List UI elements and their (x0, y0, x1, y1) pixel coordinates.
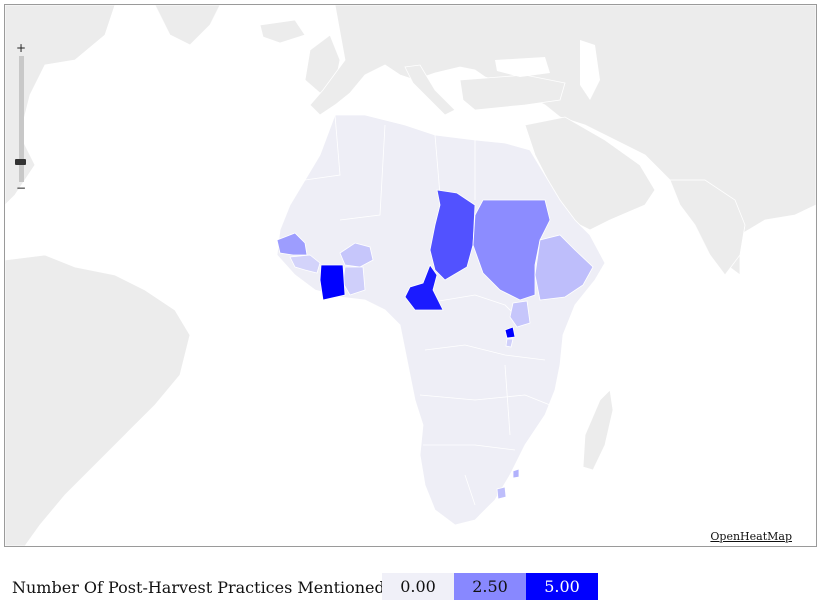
country-ethiopia[interactable] (534, 234, 594, 301)
africa-borders (304, 114, 551, 506)
country-burundi[interactable] (505, 338, 514, 348)
mediterranean-sea (335, 93, 525, 137)
country-cameroon[interactable] (404, 264, 444, 311)
base-land (5, 5, 816, 546)
land-italy (404, 64, 456, 116)
country-chad[interactable] (429, 189, 476, 281)
map-viewport[interactable]: + − OpenHeatMap (4, 4, 817, 547)
openheatmap-credit-link[interactable]: OpenHeatMap (710, 530, 792, 543)
caspian-sea (580, 40, 600, 100)
legend-swatch-max: 5.00 (526, 573, 598, 600)
land-india (669, 179, 746, 276)
country-rwanda[interactable] (504, 326, 516, 339)
land-greenland (154, 5, 221, 46)
legend-title: Number Of Post-Harvest Practices Mention… (12, 578, 385, 597)
zoom-control: + − (14, 41, 28, 195)
land-iceland (259, 19, 306, 44)
land-caribbean-south-america (5, 254, 191, 546)
legend-swatch-mid: 2.50 (454, 573, 526, 600)
zoom-in-button[interactable]: + (15, 41, 27, 55)
zoom-out-button[interactable]: − (15, 181, 27, 195)
country-burkina-faso[interactable] (339, 242, 374, 268)
land-north-america (5, 5, 116, 206)
country-swaziland[interactable] (512, 468, 520, 479)
choropleth-map[interactable] (5, 5, 816, 546)
data-countries (276, 189, 594, 500)
map-legend: Number Of Post-Harvest Practices Mention… (0, 572, 819, 600)
country-sudan[interactable] (472, 199, 551, 301)
legend-swatch-min: 0.00 (382, 573, 454, 600)
zoom-slider-track[interactable] (19, 56, 24, 182)
land-greece-turkey (459, 74, 566, 111)
country-cote-divoire[interactable] (319, 264, 346, 301)
black-sea (495, 57, 550, 77)
country-guinea[interactable] (289, 254, 321, 274)
land-madagascar (582, 389, 614, 471)
zoom-slider-handle[interactable] (15, 159, 26, 165)
country-uganda[interactable] (509, 300, 531, 328)
country-lesotho[interactable] (496, 486, 507, 500)
